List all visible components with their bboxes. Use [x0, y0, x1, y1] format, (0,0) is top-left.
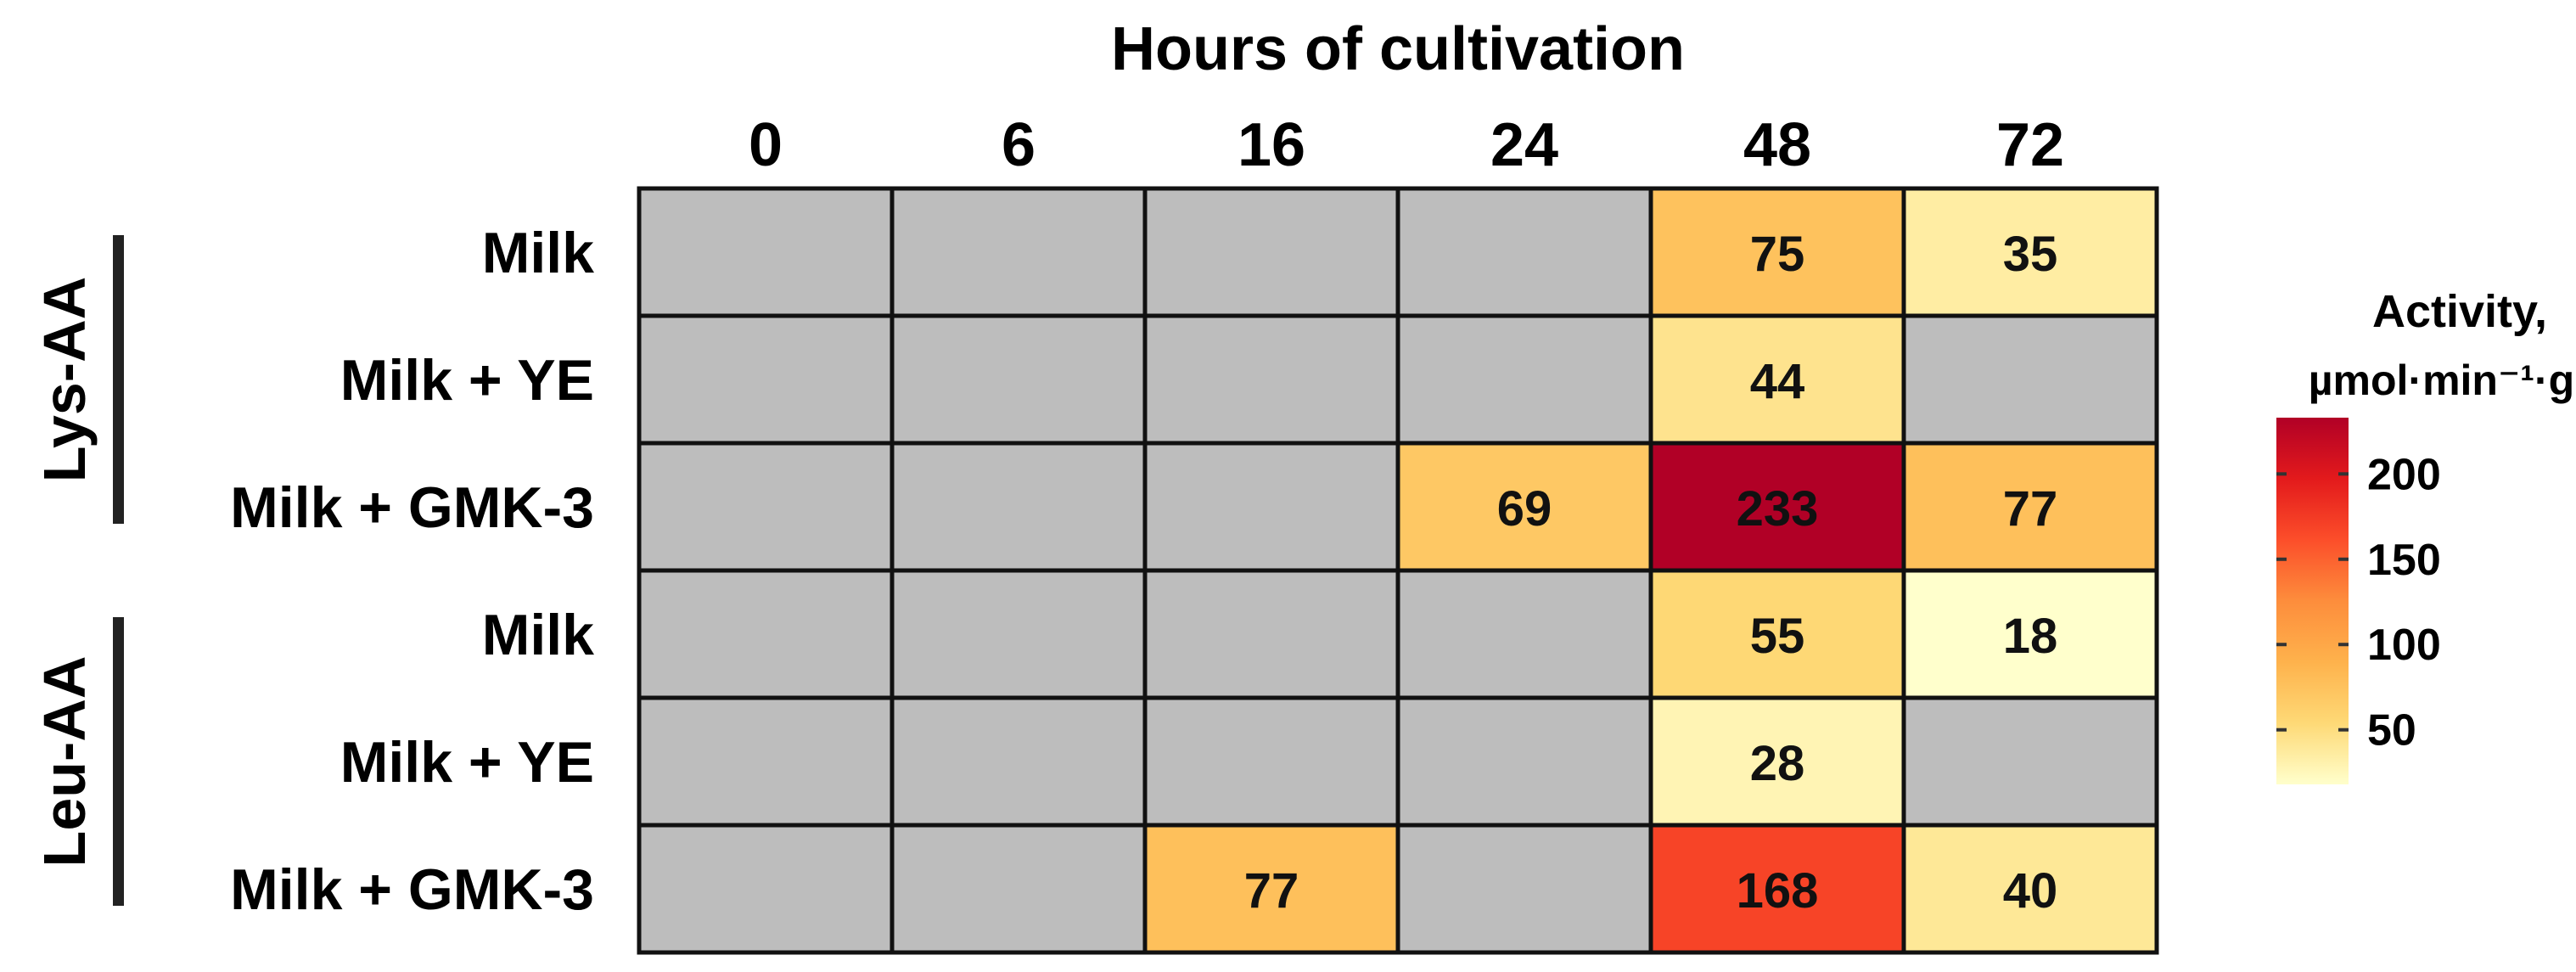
column-label: 72: [1996, 111, 2064, 179]
heatmap-cell-empty: [1395, 186, 1653, 318]
heatmap-cell-empty: [637, 186, 895, 318]
colorbar-gradient: [2276, 418, 2349, 784]
heatmap-cell-empty: [1395, 568, 1653, 700]
heatmap-cell-value: 40: [2003, 863, 2058, 919]
heatmap-cell-value: 77: [2003, 481, 2058, 537]
colorbar-tick-label: 150: [2367, 536, 2441, 585]
chart-title: Hours of cultivation: [1111, 15, 1685, 83]
heatmap-cell-empty: [637, 568, 895, 700]
heatmap-cell-empty: [890, 568, 1148, 700]
heatmap-cell-empty: [890, 823, 1148, 955]
row-label: Milk + GMK-3: [230, 475, 594, 540]
heatmap-cells: [637, 186, 2159, 955]
heatmap-cell-value: 35: [2003, 227, 2058, 282]
heatmap-cell-value: 55: [1750, 609, 1805, 664]
heatmap-cell-value: 168: [1737, 863, 1819, 919]
heatmap-cell-empty: [1142, 441, 1400, 573]
column-label: 48: [1743, 111, 1811, 179]
heatmap-cell-value: 69: [1497, 481, 1552, 537]
row-label: Milk: [482, 603, 594, 667]
heatmap-cell-value: 233: [1737, 481, 1819, 537]
heatmap-cell: [1901, 186, 2159, 318]
row-label: Milk + YE: [340, 348, 594, 413]
group-bracket: [113, 235, 124, 524]
heatmap-cell: [1901, 441, 2159, 573]
colorbar-ticks: 50 100 150 200: [2276, 450, 2441, 756]
heatmap-cell-empty: [1142, 313, 1400, 446]
heatmap-cell: [1901, 823, 2159, 955]
heatmap-cell-empty: [890, 441, 1148, 573]
heatmap-cell: [1901, 568, 2159, 700]
heatmap-cell-values: 75 35 44 69 233 77 55 18 28 77 168 40: [1244, 227, 2058, 919]
heatmap-cell-empty: [1395, 313, 1653, 446]
heatmap-cell-empty: [1901, 313, 2159, 446]
group-label: Lys-AA: [31, 277, 98, 482]
colorbar-title-line2: µmol·min⁻¹·g⁻¹: [2309, 357, 2576, 404]
column-label: 16: [1237, 111, 1305, 179]
colorbar-tick-label: 50: [2367, 706, 2416, 756]
column-labels: 0 6 16 24 48 72: [749, 111, 2064, 179]
heatmap-cell-empty: [637, 695, 895, 828]
column-label: 6: [1002, 111, 1035, 179]
heatmap-cell-empty: [637, 313, 895, 446]
row-labels: Milk Milk + YE Milk + GMK-3 Milk Milk + YE Mi…: [230, 221, 594, 922]
heatmap-cell-empty: [890, 695, 1148, 828]
heatmap-cell-empty: [890, 186, 1148, 318]
heatmap-cell-empty: [1901, 695, 2159, 828]
row-label: Milk + YE: [340, 730, 594, 795]
group-label: Leu-AA: [31, 656, 98, 868]
row-label: Milk: [482, 221, 594, 285]
heatmap-cell: [1142, 823, 1400, 955]
colorbar-tick-label: 200: [2367, 450, 2441, 499]
heatmap-cell-empty: [637, 823, 895, 955]
heatmap-cell-empty: [1142, 695, 1400, 828]
heatmap-cell-value: 44: [1750, 354, 1805, 409]
heatmap-cell-empty: [1142, 186, 1400, 318]
row-label: Milk + GMK-3: [230, 857, 594, 922]
heatmap-cell-value: 18: [2003, 609, 2058, 664]
heatmap-cell-value: 75: [1750, 227, 1805, 282]
colorbar-tick-label: 100: [2367, 621, 2441, 670]
group-labels: Lys-AA Leu-AA: [31, 235, 124, 906]
colorbar-title-line1: Activity,: [2372, 286, 2547, 337]
heatmap-cell-empty: [890, 313, 1148, 446]
column-label: 0: [749, 111, 783, 179]
colorbar: Activity, µmol·min⁻¹·g⁻¹ 50 100 150 200: [2276, 286, 2576, 784]
group-bracket: [113, 617, 124, 906]
heatmap-cell: [1648, 186, 1906, 318]
heatmap-cell-empty: [637, 441, 895, 573]
heatmap-cell-empty: [1142, 568, 1400, 700]
column-label: 24: [1490, 111, 1558, 179]
heatmap-cell-value: 28: [1750, 736, 1805, 791]
heatmap-cell-empty: [1395, 695, 1653, 828]
heatmap-cell-value: 77: [1244, 863, 1299, 919]
heatmap-cell-empty: [1395, 823, 1653, 955]
